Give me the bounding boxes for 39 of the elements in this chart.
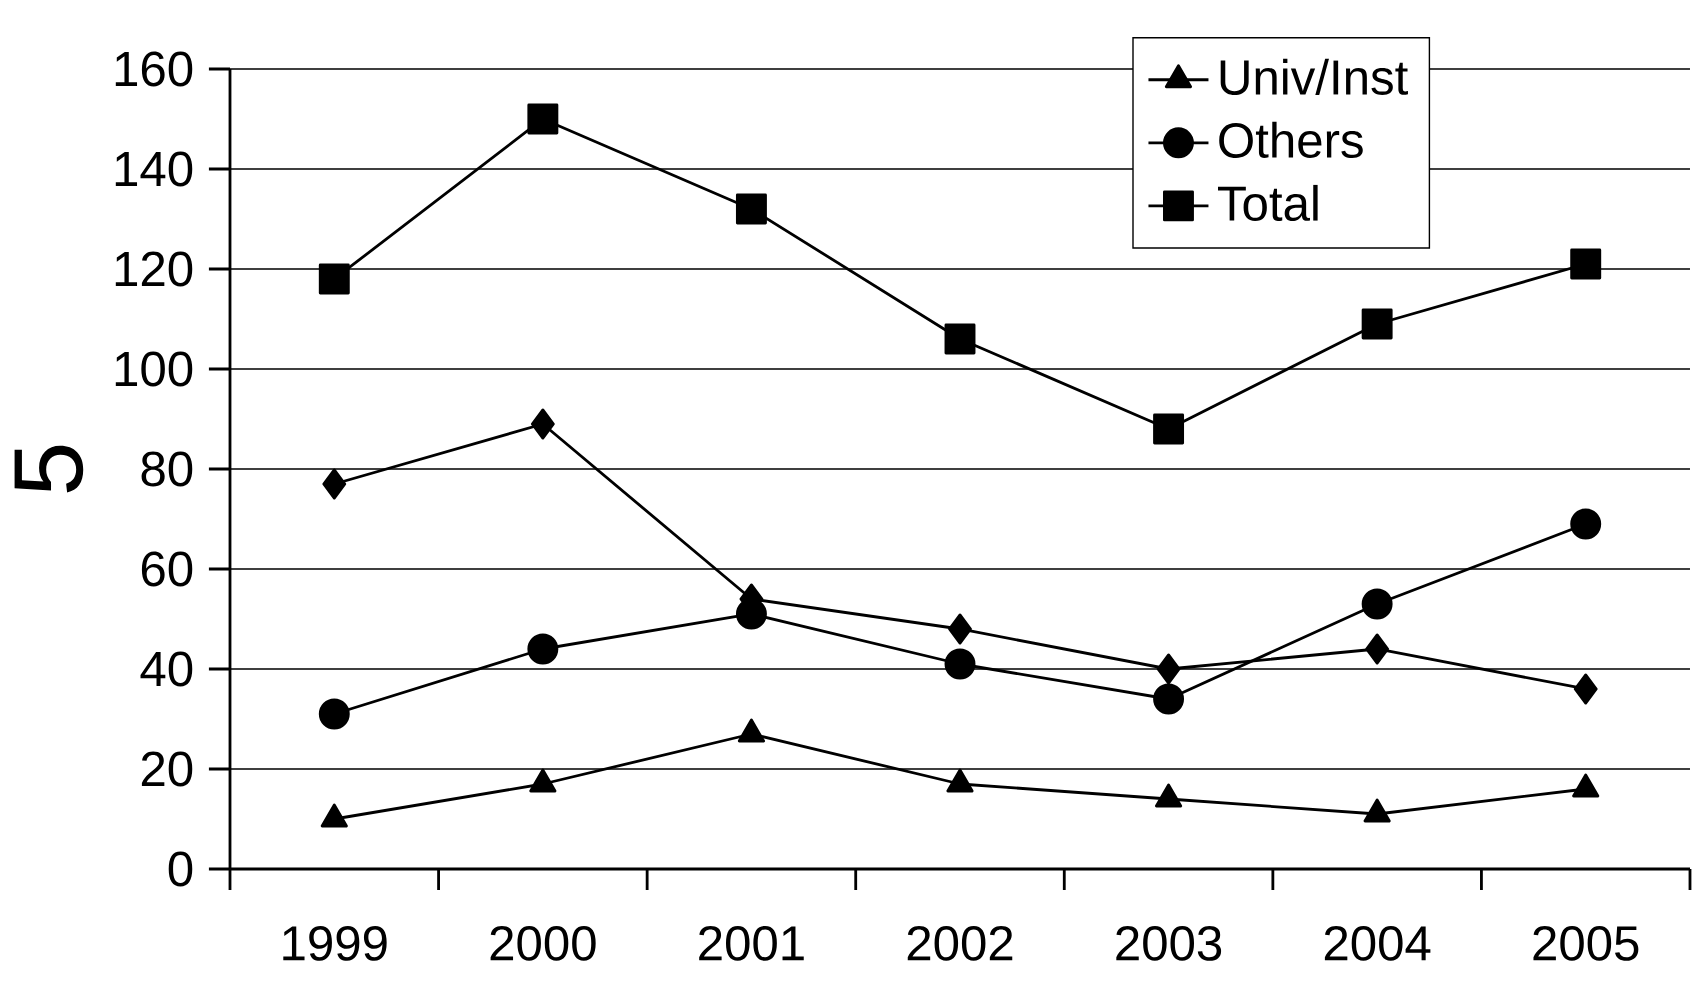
point — [1153, 683, 1185, 715]
point — [944, 648, 976, 680]
y-tick-label: 160 — [115, 51, 193, 87]
x-tick-label: 2005 — [1533, 925, 1639, 961]
point — [1570, 248, 1602, 280]
point — [1153, 413, 1185, 445]
point — [527, 633, 559, 665]
y-tick-label: 40 — [140, 651, 193, 687]
point — [1365, 633, 1390, 665]
point — [318, 263, 350, 295]
y-tick-label: 120 — [115, 251, 193, 287]
point — [944, 323, 976, 355]
legend-label: Total — [1218, 184, 1318, 222]
x-tick-label: 2000 — [490, 925, 596, 961]
y-tick-label: 20 — [141, 751, 193, 787]
x-tick-label: 2001 — [699, 925, 804, 961]
point — [318, 698, 350, 730]
point — [948, 613, 972, 645]
point — [1156, 653, 1181, 685]
legend-label: Univ/Inst — [1220, 58, 1408, 95]
point — [1361, 588, 1393, 620]
x-tick-label: 1999 — [283, 925, 387, 961]
point — [735, 193, 767, 225]
x-tick-label: 2003 — [1116, 925, 1222, 961]
point — [1361, 308, 1393, 340]
point — [1573, 673, 1598, 705]
point — [527, 103, 559, 135]
x-tick-label: 2004 — [1324, 925, 1431, 961]
y-axis-title: 5 — [14, 445, 84, 493]
y-tick-label: 0 — [168, 851, 193, 887]
legend-label: Others — [1219, 121, 1363, 158]
y-tick-label: 100 — [115, 351, 193, 387]
point — [322, 468, 347, 500]
y-tick-label: 60 — [141, 551, 193, 587]
point — [530, 408, 555, 440]
point — [1570, 508, 1602, 540]
y-tick-label: 80 — [141, 451, 193, 487]
y-tick-label: 140 — [115, 151, 193, 187]
x-tick-label: 2002 — [907, 925, 1013, 961]
